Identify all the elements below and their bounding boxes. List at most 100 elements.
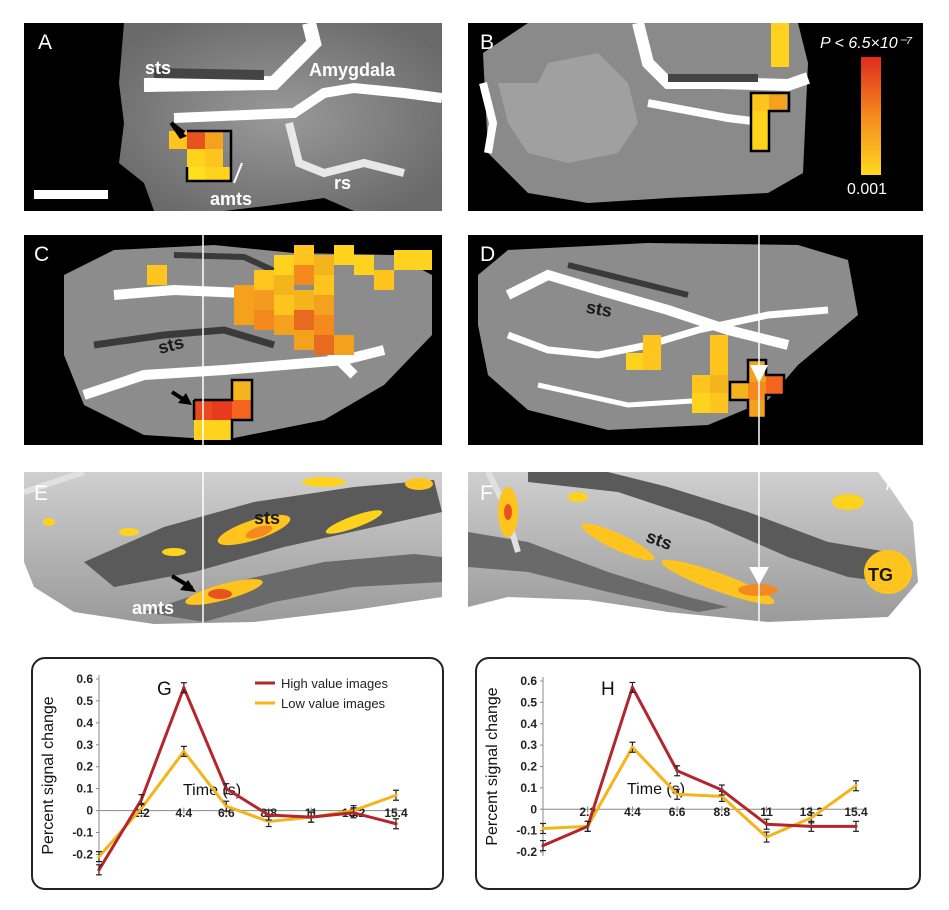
data-point: [97, 868, 101, 872]
series-line-low: [542, 745, 857, 839]
y-tick-label: 0.4: [76, 716, 93, 730]
panel-f: F sts ls TG: [468, 472, 923, 627]
y-tick-label: 0.2: [76, 760, 93, 774]
data-point: [267, 819, 271, 824]
panel-a-image: [34, 23, 442, 211]
panel-a: A sts Amygdala amts rs: [24, 23, 442, 211]
y-tick-label: 0.5: [520, 695, 537, 709]
data-point: [675, 792, 679, 796]
panel-c-letter: C: [34, 243, 50, 266]
y-tick-label: 0.3: [76, 738, 93, 752]
chart-h-svg: 0.60.50.40.30.20.10-0.1-0.22.2 4.4 6.6 8.8 1…: [484, 674, 868, 859]
y-tick-label: 0.1: [520, 781, 537, 795]
y-tick-label: 0.1: [76, 782, 93, 796]
sts-label: sts: [584, 296, 614, 322]
data-point: [720, 794, 724, 799]
amts-label: amts: [132, 598, 175, 618]
data-point: [351, 811, 356, 815]
panel-d-image: [478, 235, 858, 445]
data-point: [394, 822, 398, 826]
panel-b-image: [479, 23, 881, 203]
data-point: [309, 815, 313, 819]
y-tick-label: -0.1: [72, 826, 93, 840]
data-point: [854, 784, 858, 788]
series-line-high: [542, 685, 856, 847]
y-tick-label: 0: [86, 804, 93, 818]
x-tick-label: 6.6: [669, 805, 686, 819]
panel-letter: H: [601, 679, 615, 700]
data-point: [267, 813, 271, 817]
legend-entry: High value images: [281, 676, 388, 691]
y-tick-label: 0.3: [520, 738, 537, 752]
panel-b-letter: B: [480, 31, 495, 54]
colorbar: [861, 57, 881, 175]
y-tick-label: 0: [530, 802, 537, 816]
y-tick-label: 0.6: [520, 674, 537, 688]
panel-c-image: [64, 235, 432, 445]
y-tick-label: 0.4: [520, 717, 537, 731]
data-point: [630, 745, 635, 749]
sts-label: sts: [254, 508, 281, 528]
data-point: [630, 685, 635, 690]
panel-a-letter: A: [38, 31, 53, 54]
data-point: [720, 788, 724, 792]
panel-f-activation: [498, 487, 912, 605]
y-axis-label: Percent signal change: [484, 687, 501, 845]
data-point: [224, 804, 228, 808]
data-point: [182, 749, 186, 753]
colorbar-bottom-label: 0.001: [847, 181, 888, 198]
series-line-high: [97, 686, 397, 871]
x-tick-label: 15.4: [844, 805, 868, 819]
chart-g-svg: 0.60.50.40.30.20.10-0.1-0.22.24.46.68.81…: [40, 672, 408, 876]
data-point: [97, 855, 101, 859]
y-axis-label: Percent signal change: [40, 696, 57, 854]
y-tick-label: 0.6: [76, 672, 93, 686]
sts-label: sts: [145, 58, 172, 78]
x-tick-label: 4.4: [624, 805, 641, 819]
panel-f-image: [468, 472, 918, 627]
tg-label: TG: [868, 565, 893, 585]
scale-bar: [34, 190, 108, 199]
panel-c-activation: [147, 245, 432, 440]
y-tick-label: 0.5: [76, 694, 93, 708]
data-point: [764, 835, 769, 839]
panel-c: C sts: [24, 235, 442, 445]
y-tick-label: 0.2: [520, 760, 537, 774]
data-point: [541, 826, 545, 831]
panel-f-letter: F: [480, 482, 493, 505]
amts-label: amts: [210, 189, 253, 209]
data-point: [139, 798, 144, 802]
panel-e: E sts amts: [24, 472, 442, 627]
panel-d-activation: [626, 335, 784, 418]
panel-d: D sts: [468, 235, 923, 445]
data-point: [586, 824, 590, 828]
data-point: [541, 843, 545, 848]
data-point: [182, 686, 186, 690]
amygdala-label: Amygdala: [309, 60, 396, 80]
data-point: [809, 824, 813, 828]
chart-g: 0.60.50.40.30.20.10-0.1-0.22.24.46.68.81…: [31, 657, 444, 890]
panel-letter: G: [157, 679, 172, 700]
legend-entry: Low value images: [281, 696, 386, 711]
data-point: [764, 822, 769, 826]
x-tick-label: 11: [760, 805, 773, 819]
data-point: [854, 824, 858, 828]
panel-e-image: [24, 472, 442, 627]
series-line-low: [97, 749, 397, 858]
rs-label: rs: [334, 173, 352, 193]
x-tick-label: 8.8: [714, 805, 731, 819]
panel-d-letter: D: [480, 243, 496, 266]
x-tick-label: 6.6: [218, 806, 235, 820]
data-point: [224, 787, 228, 791]
data-point: [675, 769, 679, 773]
colorbar-top-label: P < 6.5×10⁻⁷: [820, 35, 913, 52]
chart-h: 0.6 0.5 0.4 0.3 0.2 0.1 0 -0.1 -0.2 2.2 4.4 6.6 8.8 1…: [475, 657, 921, 890]
y-tick-label: -0.2: [516, 845, 537, 859]
y-tick-label: -0.2: [72, 847, 93, 861]
x-axis-label: Time (s): [183, 782, 241, 799]
x-tick-label: 13.2: [800, 805, 824, 819]
panel-b: B P < 6.5×10⁻⁷ 0.001: [468, 23, 923, 211]
y-tick-label: -0.1: [516, 824, 537, 838]
data-point: [809, 816, 813, 820]
ls-label: ls: [886, 474, 899, 494]
